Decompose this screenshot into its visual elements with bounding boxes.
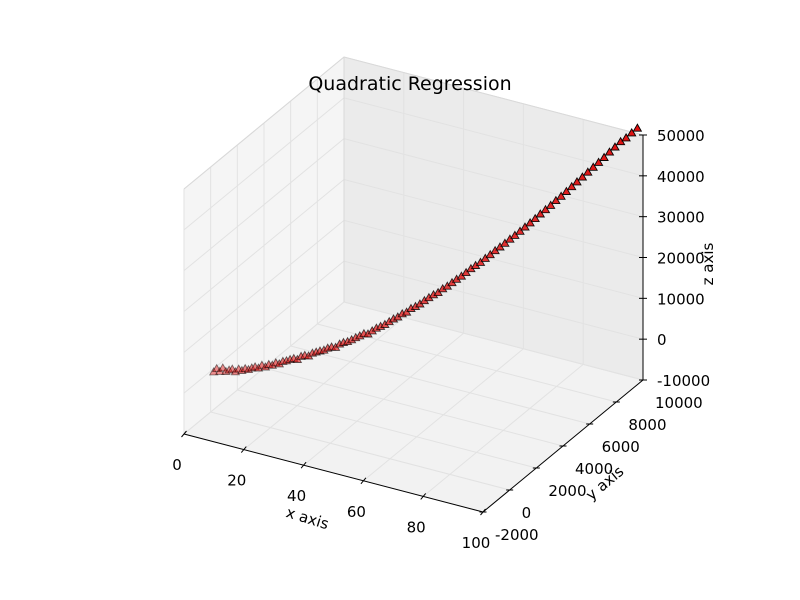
z-tick-label: -10000 [657,372,710,390]
y-tick-label: 0 [522,504,532,522]
x-tick [181,430,187,438]
data-point [475,257,486,266]
tick-labels: 0 20 40 60 80 100 -2000 0 2000 4000 6000 8000 10000 -… [172,127,710,552]
x-tick-label: 20 [227,472,246,490]
data-point [218,363,228,372]
y-tick-label: 8000 [628,416,666,434]
y-tick-label: 4000 [575,460,613,478]
x-tick-label: 100 [462,534,491,552]
data-point [604,147,615,156]
z-tick-label: 30000 [657,209,705,227]
x-tick [420,493,427,500]
x-axis-title: x axis [284,503,331,533]
x-tick-label: 40 [287,487,306,505]
data-point [510,230,520,239]
data-point [583,167,593,176]
grid-line-z-back [343,179,644,258]
z-tick-label: 50000 [657,127,705,145]
x-tick-label: 0 [172,456,182,474]
data-point [227,364,238,373]
data-point [535,209,546,218]
data-point [215,366,225,375]
grid-line-y-floor [290,345,590,425]
data-point [610,142,620,151]
data-point [566,181,577,191]
data-point [577,172,588,181]
data-point [485,249,495,259]
grid-line-z-side [183,219,345,353]
data-point [572,176,582,186]
x-axis-line [183,433,484,513]
x-tick [360,477,367,485]
data-point [632,123,643,132]
grid-line-z-back [343,260,644,340]
grid-lines [183,56,644,513]
grid-line-y-floor [210,411,510,491]
data-point [520,222,530,231]
data-point [599,152,609,161]
data-point [626,127,637,137]
z-axis-title: z axis [699,242,717,285]
y-tick-label: 10000 [655,394,703,412]
y-tick-label: 6000 [602,438,640,456]
grid-line-z-back [343,138,644,218]
grid-line-z-side [183,260,345,394]
grid-line-z-back [343,219,644,299]
chart-title: Quadratic Regression [308,73,511,95]
x-tick [300,461,307,469]
data-point [545,200,556,209]
data-point [561,186,572,195]
grid-line-y-floor [263,367,564,447]
data-point [230,366,241,376]
data-point [551,195,561,205]
grid-line-z-side [183,97,345,231]
data-point [556,191,566,200]
data-point [588,162,598,171]
data-point [530,213,540,223]
y-tick-label: -2000 [495,526,539,544]
z-tick-label: 10000 [657,290,705,308]
data-point [593,157,604,166]
data-point [211,363,222,373]
data-points [208,123,643,376]
z-tick-label: 40000 [657,168,705,186]
z-tick-label: 0 [657,331,667,349]
data-point [221,366,231,375]
grid-line-y-floor [237,389,537,469]
x-tick-label: 80 [407,518,426,536]
data-point [208,366,219,376]
tick-marks [181,134,647,516]
y-tick-label: 2000 [548,482,586,500]
x-tick-label: 60 [347,503,366,521]
grid-line-z-side [183,179,345,312]
data-point [540,204,551,214]
axis-panes [184,57,643,512]
z-tick-label: 20000 [657,250,705,268]
data-point [224,365,234,374]
data-point [500,238,510,247]
data-point [621,132,631,142]
data-point [525,217,535,227]
data-point [515,226,525,235]
x-tick [240,446,247,453]
grid-line-z-side [183,138,345,272]
